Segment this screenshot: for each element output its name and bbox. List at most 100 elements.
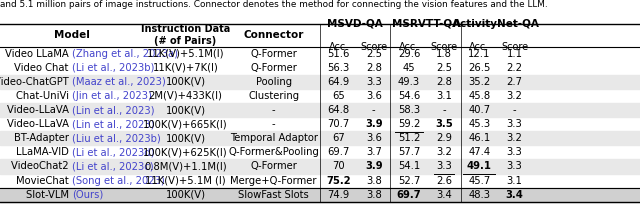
Text: -: - [513, 105, 516, 115]
Text: 70: 70 [332, 161, 345, 171]
Text: 3.3: 3.3 [507, 119, 522, 129]
Bar [0, 103, 640, 117]
Text: Score: Score [431, 42, 458, 52]
Text: 45.7: 45.7 [468, 176, 490, 186]
Text: 40.7: 40.7 [468, 105, 490, 115]
Text: Video LLaMA: Video LLaMA [5, 48, 72, 59]
Text: Video-LLaVA (Lin et al., 2023): Video-LLaVA (Lin et al., 2023) [0, 105, 146, 115]
Text: BT-Adapter: BT-Adapter [14, 133, 72, 143]
Text: 3.7: 3.7 [366, 147, 381, 157]
Bar [0, 75, 640, 89]
Text: 51.2: 51.2 [398, 133, 420, 143]
Text: 3.3: 3.3 [507, 161, 522, 171]
Text: (Li et al., 2023b): (Li et al., 2023b) [72, 63, 154, 73]
Text: SlowFast Slots: SlowFast Slots [238, 190, 309, 200]
Text: 100K(V): 100K(V) [166, 105, 205, 115]
Text: Video-LLaVA: Video-LLaVA [7, 119, 72, 129]
Text: 52.7: 52.7 [398, 176, 420, 186]
Text: -: - [272, 105, 275, 115]
Text: -: - [272, 119, 275, 129]
Text: (Ours): (Ours) [72, 190, 103, 200]
Text: 2.7: 2.7 [507, 77, 523, 87]
Text: Q-Former: Q-Former [250, 63, 297, 73]
Text: 100K(V): 100K(V) [166, 77, 205, 87]
Text: Pooling: Pooling [255, 77, 292, 87]
Text: LLaMA-VID: LLaMA-VID [16, 147, 72, 157]
Text: Connector: Connector [243, 30, 304, 40]
Text: 59.2: 59.2 [398, 119, 420, 129]
Text: 100K(V): 100K(V) [166, 133, 205, 143]
Text: 3.3: 3.3 [436, 161, 452, 171]
Text: (Lin et al., 2023): (Lin et al., 2023) [72, 119, 154, 129]
Text: 2.9: 2.9 [436, 133, 452, 143]
Text: 69.7: 69.7 [397, 190, 421, 200]
Text: 56.3: 56.3 [328, 63, 349, 73]
Text: 46.1: 46.1 [468, 133, 490, 143]
Text: 54.6: 54.6 [398, 91, 420, 101]
Text: 3.6: 3.6 [366, 133, 381, 143]
Text: 49.3: 49.3 [398, 77, 420, 87]
Text: MovieChat: MovieChat [16, 176, 72, 186]
Text: 3.2: 3.2 [507, 133, 522, 143]
Text: 45.8: 45.8 [468, 91, 490, 101]
Text: 12.1: 12.1 [468, 48, 490, 59]
Text: Video-LLaVA: Video-LLaVA [7, 105, 72, 115]
Text: 3.2: 3.2 [507, 91, 522, 101]
Text: 54.1: 54.1 [398, 161, 420, 171]
Text: 58.3: 58.3 [398, 105, 420, 115]
Text: (Liu et al., 2023b): (Liu et al., 2023b) [72, 133, 161, 143]
Text: 11K(V)+5.1M(I): 11K(V)+5.1M(I) [147, 48, 225, 59]
Text: 51.6: 51.6 [328, 48, 349, 59]
Text: 3.4: 3.4 [436, 190, 452, 200]
Text: 3.3: 3.3 [366, 77, 381, 87]
Text: MovieChat (Song et al., 2023): MovieChat (Song et al., 2023) [0, 176, 147, 186]
Text: 45.3: 45.3 [468, 119, 490, 129]
Text: 3.2: 3.2 [436, 147, 452, 157]
Text: and 5.1 million pairs of image instructions. Connector denotes the method for co: and 5.1 million pairs of image instructi… [0, 0, 548, 9]
Text: 2.8: 2.8 [366, 63, 381, 73]
Text: 3.8: 3.8 [366, 176, 381, 186]
Text: Chat-UniVi (Jin et al., 2023): Chat-UniVi (Jin et al., 2023) [4, 91, 140, 101]
Text: 64.8: 64.8 [328, 105, 349, 115]
Text: Slot-VLM: Slot-VLM [26, 190, 72, 200]
Text: Score: Score [360, 42, 387, 52]
Text: Q-Former: Q-Former [250, 48, 297, 59]
Text: (Lin et al., 2023): (Lin et al., 2023) [72, 105, 154, 115]
Text: 100K(V)+625K(I): 100K(V)+625K(I) [143, 147, 228, 157]
Text: 2.2: 2.2 [507, 63, 523, 73]
Text: (Li et al., 2023c): (Li et al., 2023c) [72, 161, 154, 171]
Text: 100K(V): 100K(V) [166, 190, 205, 200]
Text: ActivityNet-QA: ActivityNet-QA [452, 19, 540, 29]
Text: MSRVTT-QA: MSRVTT-QA [392, 19, 460, 29]
Text: Video Chat: Video Chat [15, 63, 72, 73]
Text: 3.9: 3.9 [365, 119, 383, 129]
Text: -: - [372, 105, 376, 115]
Text: 48.3: 48.3 [468, 190, 490, 200]
Text: 3.4: 3.4 [506, 190, 524, 200]
Text: Temporal Adaptor: Temporal Adaptor [230, 133, 317, 143]
Text: 0.8M(V)+1.1M(I): 0.8M(V)+1.1M(I) [144, 161, 227, 171]
Text: 2.8: 2.8 [436, 77, 452, 87]
Text: Merge+Q-Former: Merge+Q-Former [230, 176, 317, 186]
Text: 3.6: 3.6 [366, 91, 381, 101]
Text: 3.1: 3.1 [436, 91, 452, 101]
Text: Chat-UniVi: Chat-UniVi [16, 91, 72, 101]
Text: 67: 67 [332, 133, 345, 143]
Text: 3.5: 3.5 [435, 119, 453, 129]
Text: Acc.: Acc. [328, 42, 349, 52]
Text: (Jin et al., 2023): (Jin et al., 2023) [72, 91, 152, 101]
Text: 57.7: 57.7 [398, 147, 420, 157]
Text: 3.9: 3.9 [365, 161, 383, 171]
Text: Clustering: Clustering [248, 91, 299, 101]
Text: 49.1: 49.1 [467, 161, 492, 171]
Text: 69.7: 69.7 [328, 147, 349, 157]
Text: 65: 65 [332, 91, 345, 101]
Text: Video LLaMA (Zhang et al., 2023a): Video LLaMA (Zhang et al., 2023a) [0, 48, 159, 59]
Text: 2.5: 2.5 [436, 63, 452, 73]
Text: (Zhang et al., 2023a): (Zhang et al., 2023a) [72, 48, 178, 59]
Text: 100K(V)+665K(I): 100K(V)+665K(I) [143, 119, 228, 129]
Text: (Li et al., 2023d): (Li et al., 2023d) [72, 147, 154, 157]
Text: 2M(V)+433K(I): 2M(V)+433K(I) [148, 91, 223, 101]
Text: Video-LLaVA (Lin et al., 2023): Video-LLaVA (Lin et al., 2023) [0, 119, 146, 129]
Text: 64.9: 64.9 [328, 77, 349, 87]
